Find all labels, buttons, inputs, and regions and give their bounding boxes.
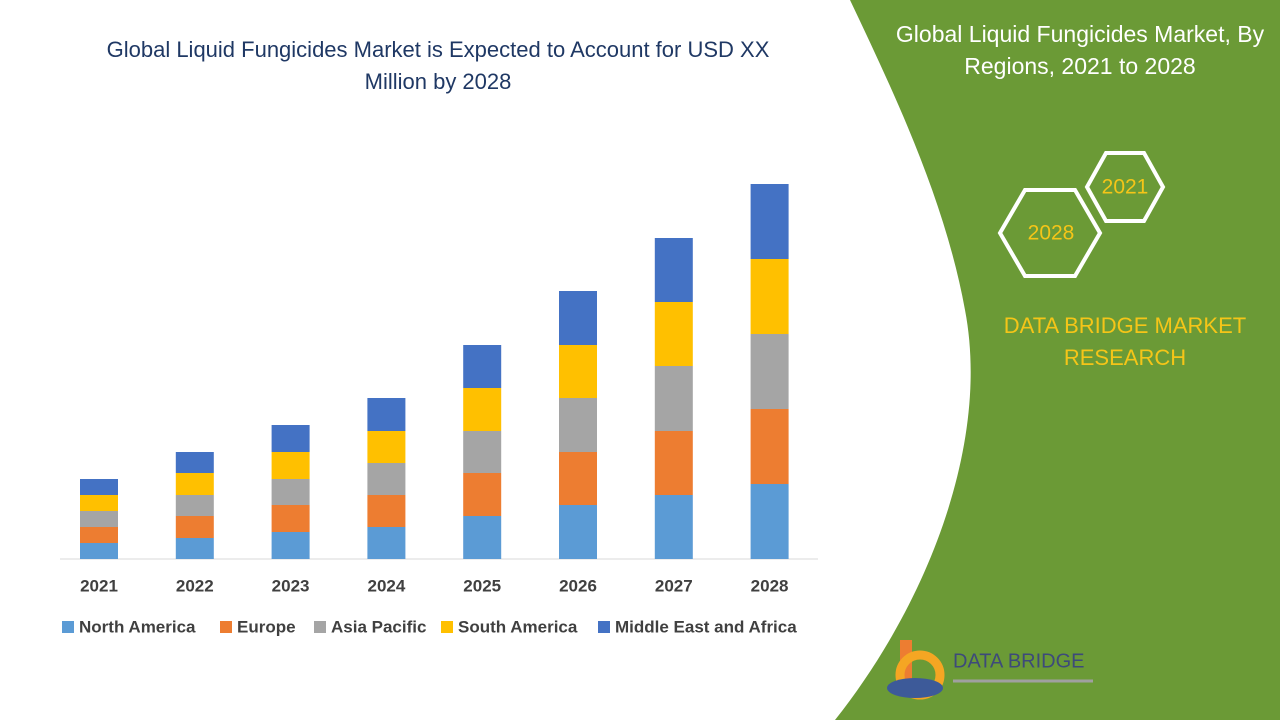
x-tick-label: 2022 xyxy=(176,576,214,595)
x-tick-label: 2024 xyxy=(367,576,405,595)
logo: DATA BRIDGE xyxy=(887,640,1093,700)
bar-segment xyxy=(463,431,502,473)
legend-swatch xyxy=(62,621,74,633)
bar-segment xyxy=(367,495,406,527)
bar-segment xyxy=(175,452,214,473)
bar-segment xyxy=(654,302,693,366)
legend-swatch xyxy=(598,621,610,633)
bar-segment xyxy=(463,473,502,516)
legend-label: Europe xyxy=(237,617,296,636)
x-tick-label: 2023 xyxy=(272,576,310,595)
bar-segment xyxy=(367,431,406,463)
legend-label: Middle East and Africa xyxy=(615,617,797,636)
bar-segment xyxy=(80,511,118,527)
bar-segment xyxy=(654,366,693,431)
hexagon xyxy=(997,188,1103,278)
legend-swatch xyxy=(220,621,232,633)
bar-segment xyxy=(654,238,693,302)
chart-title: Global Liquid Fungicides Market is Expec… xyxy=(106,37,770,94)
hexagon xyxy=(1084,151,1166,223)
panel-title: Global Liquid Fungicides Market, By Regi… xyxy=(895,21,1265,79)
bar-segment xyxy=(271,505,310,532)
bar-segment xyxy=(750,334,789,409)
side-panel xyxy=(835,0,1280,720)
bar-segment xyxy=(750,259,789,334)
x-tick-label: 2026 xyxy=(559,576,597,595)
bar-segment xyxy=(654,495,693,559)
brand-name: DATA BRIDGE MARKET RESEARCH xyxy=(1003,313,1247,370)
bar-segment xyxy=(271,479,310,505)
bar-segment xyxy=(559,452,597,505)
bar-segment xyxy=(559,505,597,559)
bar-segment xyxy=(271,452,310,479)
legend-swatch xyxy=(314,621,326,633)
x-tick-label: 2025 xyxy=(463,576,501,595)
bar-segment xyxy=(80,479,118,495)
bar-segment xyxy=(367,527,406,559)
bar-segment xyxy=(80,527,118,543)
bar-segment xyxy=(463,345,502,388)
legend-label: Asia Pacific xyxy=(331,617,426,636)
x-tick-label: 2021 xyxy=(80,576,118,595)
bar-segment xyxy=(80,495,118,511)
logo-shape xyxy=(887,678,943,698)
legend-label: North America xyxy=(79,617,196,636)
bar-segment xyxy=(559,345,597,398)
hex-label: 2021 xyxy=(1102,176,1149,199)
bar-segment xyxy=(271,532,310,559)
bar-segment xyxy=(654,431,693,495)
bar-segment xyxy=(175,538,214,559)
legend-swatch xyxy=(441,621,453,633)
logo-text: DATA BRIDGE xyxy=(953,650,1085,672)
legend-label: South America xyxy=(458,617,578,636)
hex-label: 2028 xyxy=(1028,222,1075,245)
bar-segment xyxy=(175,473,214,495)
bar-segment xyxy=(271,425,310,452)
bar-segment xyxy=(559,291,597,345)
bar-segment xyxy=(750,484,789,559)
x-tick-label: 2028 xyxy=(751,576,789,595)
bar-segment xyxy=(463,388,502,431)
x-tick-label: 2027 xyxy=(655,576,693,595)
bar-segment xyxy=(175,495,214,516)
bar-segment xyxy=(750,409,789,484)
bar-segment xyxy=(463,516,502,559)
bar-segment xyxy=(80,543,118,559)
bar-segment xyxy=(367,398,406,431)
bar-segment xyxy=(750,184,789,259)
bar-segment xyxy=(367,463,406,495)
bar-segment xyxy=(175,516,214,538)
bar-segment xyxy=(559,398,597,452)
